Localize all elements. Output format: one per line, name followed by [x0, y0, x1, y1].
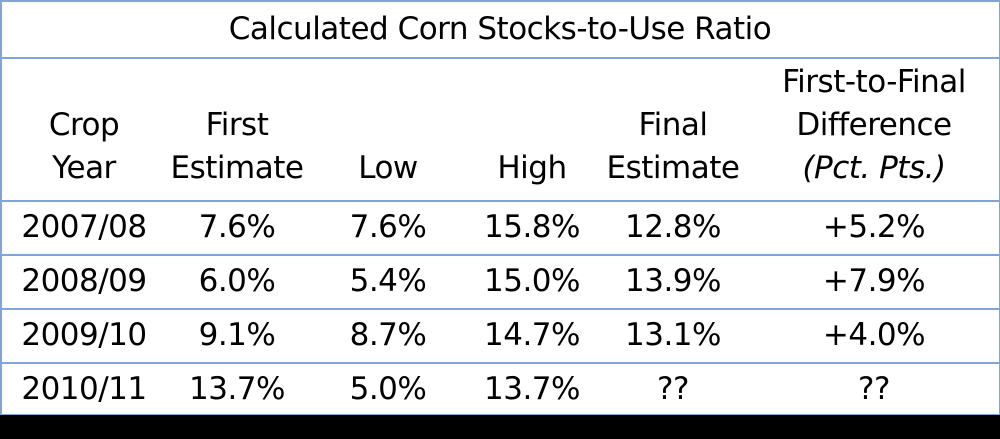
table-cell: 5.0%	[349, 371, 427, 407]
table-cell: +5.2%	[822, 209, 926, 245]
column-header-3: High	[457, 57, 607, 200]
column-header-1: First Estimate	[157, 57, 317, 200]
table-cell: 14.7%	[484, 317, 580, 353]
table-cell: 13.9%	[625, 263, 721, 299]
grid-line-h-2	[0, 200, 1000, 202]
grid-line-h-1	[0, 57, 1000, 59]
table-cell: 5.4%	[349, 263, 427, 299]
column-header-line: Estimate	[606, 150, 740, 186]
table-cell: +4.0%	[822, 317, 926, 353]
table-cell: 13.7%	[189, 371, 285, 407]
grid-line-h-3	[0, 254, 1000, 256]
grid-line-v-0	[0, 0, 2, 415]
column-header-line: Crop	[48, 107, 120, 143]
table-cell: 8.7%	[349, 317, 427, 353]
stocks-to-use-table: Calculated Corn Stocks-to-Use Ratio Crop…	[0, 0, 1000, 416]
table-cell: +7.9%	[822, 263, 926, 299]
row-label: 2009/10	[21, 317, 147, 353]
column-header-5: First-to-Final Difference (Pct. Pts.)	[759, 57, 989, 200]
table-cell: 13.1%	[625, 317, 721, 353]
column-header-line: Difference	[796, 107, 952, 143]
grid-line-h-4	[0, 308, 1000, 310]
column-header-line: Year	[52, 150, 116, 186]
column-header-line: First-to-Final	[782, 64, 966, 100]
table-cell: ??	[657, 371, 689, 407]
table-cell: 12.8%	[625, 209, 721, 245]
table-cell: 13.7%	[484, 371, 580, 407]
table-cell: 7.6%	[198, 209, 276, 245]
table-cell: ??	[858, 371, 890, 407]
grid-line-h-6	[0, 414, 1000, 416]
table-cell: 6.0%	[198, 263, 276, 299]
column-header-4: Final Estimate	[598, 57, 748, 200]
grid-line-h-0	[0, 0, 1000, 2]
row-label: 2010/11	[21, 371, 147, 407]
column-header-line: High	[497, 150, 567, 186]
column-header-line: Low	[358, 150, 418, 186]
row-label: 2008/09	[21, 263, 147, 299]
column-header-unit: (Pct. Pts.)	[802, 150, 946, 186]
column-header-line: Final	[638, 107, 708, 143]
column-header-0: Crop Year	[0, 57, 168, 200]
table-cell: 15.8%	[484, 209, 580, 245]
column-header-line: First	[205, 107, 269, 143]
grid-line-v-1	[998, 0, 1000, 415]
column-header-2: Low	[323, 57, 453, 200]
table-cell: 9.1%	[198, 317, 276, 353]
row-label: 2007/08	[21, 209, 147, 245]
grid-line-h-5	[0, 362, 1000, 364]
column-header-line: Estimate	[170, 150, 304, 186]
table-title: Calculated Corn Stocks-to-Use Ratio	[228, 10, 772, 47]
table-cell: 15.0%	[484, 263, 580, 299]
bottom-bar	[0, 415, 1000, 439]
table-cell: 7.6%	[349, 209, 427, 245]
